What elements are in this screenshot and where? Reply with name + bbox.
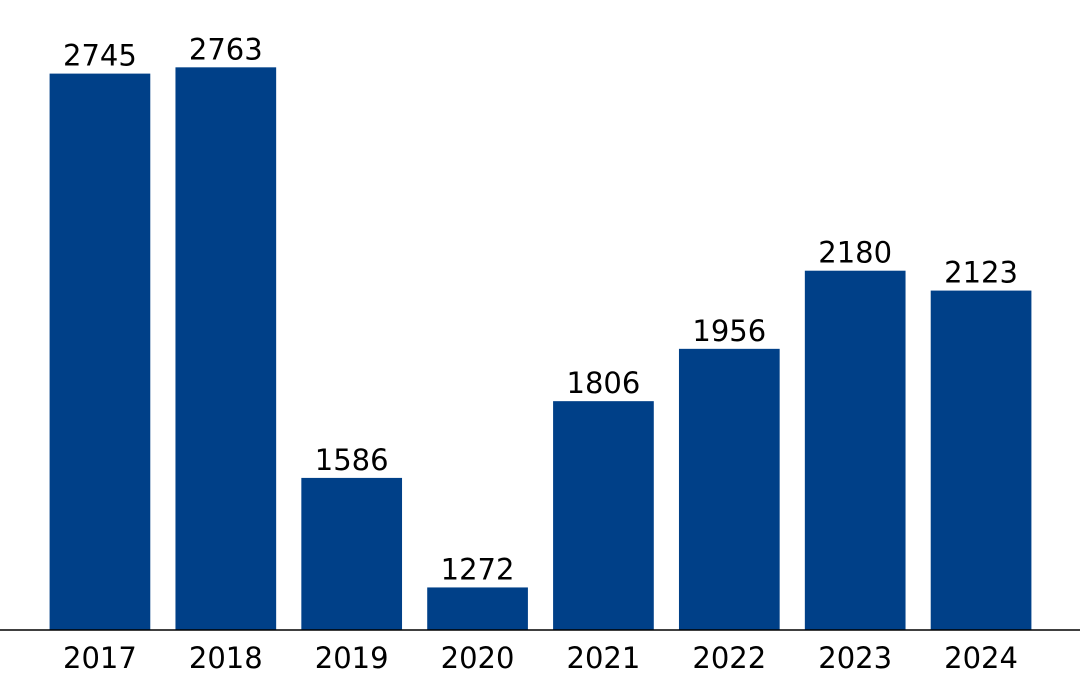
- value-label-2023: 2180: [818, 236, 892, 270]
- value-label-2020: 1272: [441, 552, 515, 586]
- bar-2019: [301, 477, 403, 630]
- x-tick-label-2019: 2019: [315, 641, 389, 675]
- value-label-2018: 2763: [189, 32, 263, 66]
- bar-2020: [427, 587, 528, 630]
- value-label-2017: 2745: [63, 39, 137, 73]
- x-tick-label-2022: 2022: [692, 641, 766, 675]
- value-label-2019: 1586: [315, 443, 389, 477]
- x-tick-label-2021: 2021: [567, 641, 641, 675]
- bar-2022: [678, 348, 780, 630]
- x-tick-labels-group: 2017 2018 2019 2020 2021 2022 2023 2024: [63, 641, 1018, 675]
- x-tick-label-2024: 2024: [944, 641, 1018, 675]
- bar-2024: [930, 290, 1032, 630]
- x-tick-label-2020: 2020: [441, 641, 515, 675]
- bar-2023: [804, 270, 906, 630]
- value-label-2021: 1806: [567, 366, 641, 400]
- value-label-2022: 1956: [692, 314, 766, 348]
- x-tick-label-2023: 2023: [818, 641, 892, 675]
- bar-2017: [49, 73, 151, 630]
- value-label-2024: 2123: [944, 256, 1018, 290]
- value-labels-group: 2745 2763 1586 1272 1806 1956 2180 2123: [63, 32, 1018, 586]
- x-tick-label-2017: 2017: [63, 641, 137, 675]
- x-tick-label-2018: 2018: [189, 641, 263, 675]
- bar-2018: [175, 67, 277, 631]
- bar-2021: [553, 401, 654, 630]
- bars-group: [49, 67, 1032, 631]
